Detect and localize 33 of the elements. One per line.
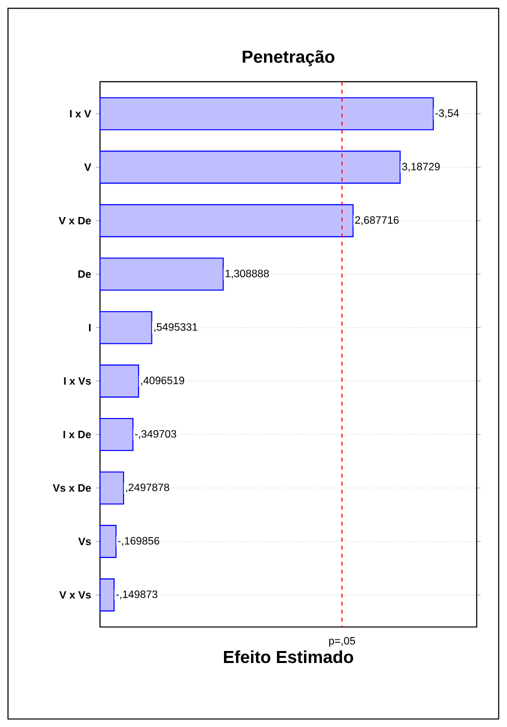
y-tick-label: Vs x De [52,484,91,492]
annotation: -3,54 [435,109,459,118]
annotation: -,349703 [135,430,176,439]
bar [99,97,434,130]
y-tick-label: I [89,324,91,332]
bar [99,418,134,452]
bar [99,258,224,291]
annotation: 2,687716 [355,216,399,226]
chart-title: Penetração [242,50,334,66]
bar [99,364,140,398]
bar [99,471,124,505]
y-tick-label: V x De [58,216,91,224]
annotation: ,2497878 [126,484,170,492]
y-tick-label: I x Vs [64,377,91,385]
y-tick-label: I x De [64,430,91,438]
x-axis-title: Efeito Estimado [224,650,354,664]
annotation: 1,308888 [226,270,269,279]
annotation: 3,18729 [402,162,440,172]
annotation: ,4096519 [141,376,184,386]
y-tick-label: Vs [78,538,91,546]
annotation: -,149873 [116,590,158,600]
y-tick-label: De [78,270,91,278]
annotation: ,5495331 [154,323,198,332]
annotation: -,169856 [118,537,160,546]
y-tick-label: V [84,164,92,171]
bar [99,578,115,612]
bar [99,204,354,238]
bar [99,150,401,184]
y-tick-label: V x Vs [59,591,91,599]
ref-line-label: p=,05 [329,637,356,647]
bar [99,524,117,558]
bar [99,311,152,344]
y-tick-label: I x V [70,110,92,118]
